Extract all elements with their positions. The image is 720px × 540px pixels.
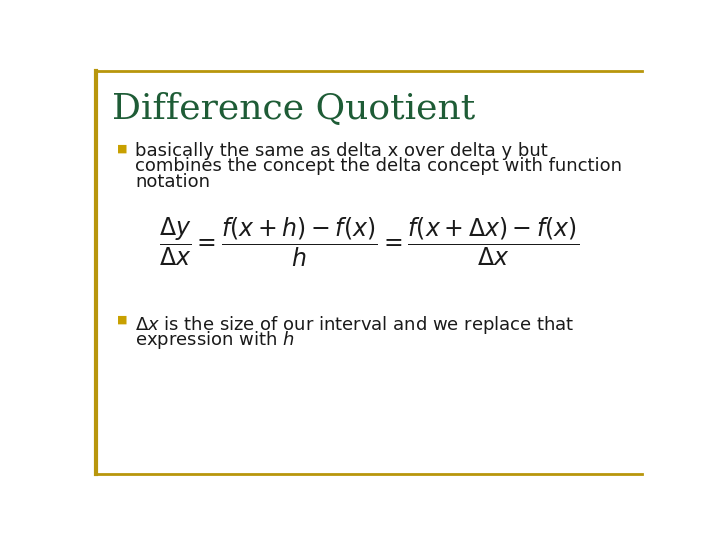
Text: expression with $h$: expression with $h$ — [135, 329, 294, 351]
Text: ■: ■ — [117, 143, 127, 153]
Text: notation: notation — [135, 173, 210, 191]
Text: combines the concept the delta concept with function: combines the concept the delta concept w… — [135, 157, 622, 175]
Text: basically the same as delta x over delta y but: basically the same as delta x over delta… — [135, 142, 548, 160]
Text: Difference Quotient: Difference Quotient — [112, 92, 475, 126]
Text: $\dfrac{\Delta y}{\Delta x} = \dfrac{f(x+h)-f(x)}{h} = \dfrac{f(x+\Delta x)-f(x): $\dfrac{\Delta y}{\Delta x} = \dfrac{f(x… — [159, 215, 579, 268]
Text: ■: ■ — [117, 315, 127, 325]
Text: $\Delta x$ is the size of our interval and we replace that: $\Delta x$ is the size of our interval a… — [135, 314, 575, 335]
